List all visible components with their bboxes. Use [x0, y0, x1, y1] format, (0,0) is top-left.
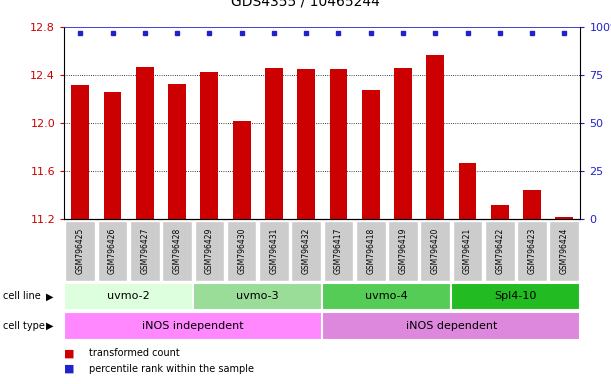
Text: ▶: ▶: [46, 321, 54, 331]
Text: uvmo-2: uvmo-2: [108, 291, 150, 301]
Bar: [200, 72, 218, 219]
Text: GSM796426: GSM796426: [108, 228, 117, 274]
Bar: [136, 67, 154, 219]
Bar: [555, 217, 573, 219]
Text: GSM796417: GSM796417: [334, 228, 343, 274]
Bar: [168, 84, 186, 219]
Bar: [452, 283, 580, 310]
Text: percentile rank within the sample: percentile rank within the sample: [89, 364, 254, 374]
Text: uvmo-3: uvmo-3: [236, 291, 279, 301]
Text: GSM796428: GSM796428: [172, 228, 181, 274]
Bar: [394, 68, 412, 219]
Text: GSM796422: GSM796422: [496, 228, 504, 274]
Text: uvmo-4: uvmo-4: [365, 291, 408, 301]
Bar: [420, 220, 450, 281]
Text: ■: ■: [64, 364, 75, 374]
Text: ■: ■: [64, 348, 75, 358]
Text: transformed count: transformed count: [89, 348, 180, 358]
Bar: [324, 220, 353, 281]
Bar: [71, 85, 89, 219]
Bar: [65, 220, 95, 281]
Text: GDS4355 / 10465244: GDS4355 / 10465244: [231, 0, 380, 8]
Text: GSM796420: GSM796420: [431, 228, 440, 274]
Bar: [453, 220, 482, 281]
Bar: [227, 220, 257, 281]
Text: iNOS dependent: iNOS dependent: [406, 321, 497, 331]
Bar: [485, 220, 514, 281]
Text: GSM796431: GSM796431: [269, 228, 279, 274]
Text: GSM796432: GSM796432: [302, 228, 310, 274]
Bar: [523, 190, 541, 219]
Text: cell line: cell line: [3, 291, 41, 301]
Text: GSM796430: GSM796430: [237, 228, 246, 274]
Text: iNOS independent: iNOS independent: [142, 321, 244, 331]
Bar: [64, 312, 323, 340]
Bar: [388, 220, 418, 281]
Bar: [265, 68, 283, 219]
Bar: [426, 55, 444, 219]
Text: GSM796427: GSM796427: [141, 228, 149, 274]
Bar: [491, 205, 508, 219]
Bar: [233, 121, 251, 219]
Bar: [98, 220, 128, 281]
Text: GSM796424: GSM796424: [560, 228, 569, 274]
Text: GSM796419: GSM796419: [398, 228, 408, 274]
Text: GSM796425: GSM796425: [76, 228, 85, 274]
Text: GSM796429: GSM796429: [205, 228, 214, 274]
Bar: [194, 220, 224, 281]
Bar: [104, 92, 122, 219]
Text: GSM796421: GSM796421: [463, 228, 472, 274]
Bar: [323, 283, 452, 310]
Text: cell type: cell type: [3, 321, 45, 331]
Text: GSM796423: GSM796423: [527, 228, 536, 274]
Bar: [193, 283, 323, 310]
Bar: [298, 69, 315, 219]
Bar: [64, 283, 193, 310]
Text: Spl4-10: Spl4-10: [495, 291, 537, 301]
Bar: [329, 69, 347, 219]
Text: GSM796418: GSM796418: [366, 228, 375, 274]
Bar: [549, 220, 579, 281]
Bar: [291, 220, 321, 281]
Bar: [517, 220, 547, 281]
Bar: [130, 220, 159, 281]
Bar: [259, 220, 289, 281]
Bar: [362, 90, 379, 219]
Text: ▶: ▶: [46, 291, 54, 301]
Bar: [356, 220, 386, 281]
Bar: [323, 312, 580, 340]
Bar: [459, 163, 477, 219]
Bar: [163, 220, 192, 281]
